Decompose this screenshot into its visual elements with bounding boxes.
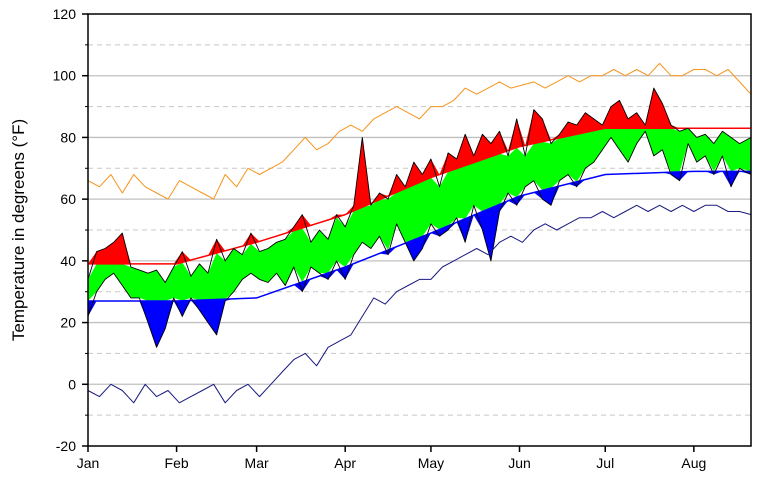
record-low-line: [87, 204, 752, 404]
y-tick-label: 20: [60, 315, 76, 331]
x-tick-label-jan: Jan: [77, 455, 100, 471]
axis-ticks: -20 0 20 40 60 80 100 120 Jan Feb Mar Apr May Jun Jul A…: [53, 6, 707, 471]
y-tick-label: 40: [60, 253, 76, 269]
x-tick-label-jun: Jun: [508, 455, 531, 471]
actual-high-line: [87, 87, 752, 283]
normal-range-fill: [88, 128, 751, 301]
x-tick-label-mar: Mar: [245, 455, 269, 471]
band-fills: [88, 88, 751, 348]
y-tick-label: 120: [53, 6, 77, 22]
x-tick-label-jul: Jul: [596, 455, 614, 471]
x-tick-label-feb: Feb: [165, 455, 189, 471]
x-tick-label-apr: Apr: [334, 455, 356, 471]
y-tick-label: 80: [60, 129, 76, 145]
series-lines: [87, 62, 752, 404]
normal-low-line: [88, 170, 751, 302]
y-axis-title: Temperature in degreens (°F): [9, 119, 28, 341]
y-tick-label: 60: [60, 191, 76, 207]
x-tick-label-may: May: [418, 455, 444, 471]
x-tick-label-aug: Aug: [681, 455, 706, 471]
below-normal-fill: [88, 171, 751, 348]
y-tick-label: -20: [56, 438, 76, 454]
normal-high-line: [88, 127, 751, 265]
record-high-line: [87, 62, 752, 200]
actual-low-line: [87, 130, 752, 348]
y-tick-label: 0: [68, 376, 76, 392]
y-tick-label: 100: [53, 68, 77, 84]
